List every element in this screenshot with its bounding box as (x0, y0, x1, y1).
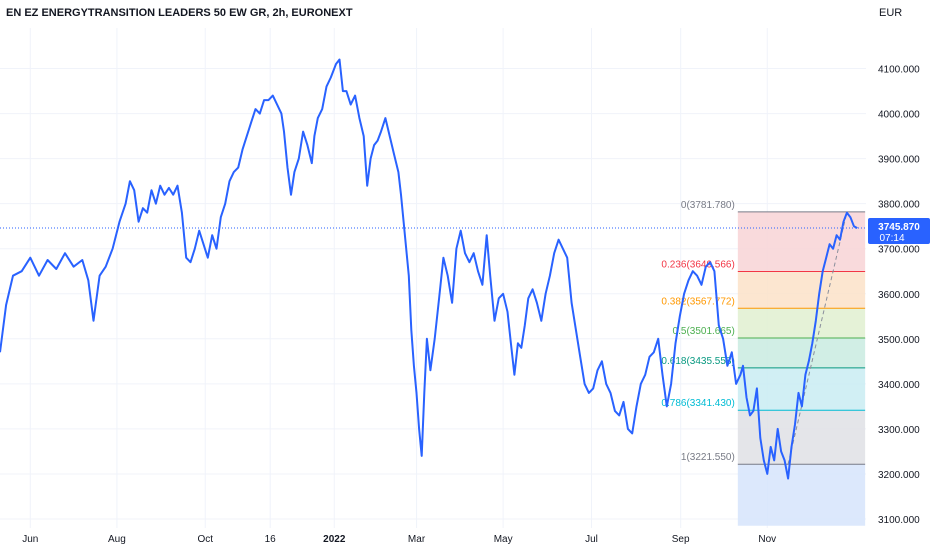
x-tick-label: Aug (108, 534, 126, 545)
fibonacci-zones (737, 211, 866, 526)
y-tick-label: 3900.000 (878, 155, 920, 166)
y-tick-label: 3100.000 (878, 515, 920, 526)
y-tick-label: 4100.000 (878, 65, 920, 76)
fib-level-label: 0.618(3435.558) (661, 356, 734, 367)
chart-title: EN EZ ENERGYTRANSITION LEADERS 50 EW GR,… (6, 7, 353, 19)
price-series-line (0, 58, 858, 480)
last-price-value: 3745.870 (878, 222, 920, 233)
x-tick-label: May (494, 534, 513, 545)
fib-level-label: 1(3221.550) (681, 452, 735, 463)
y-tick-label: 3400.000 (878, 380, 920, 391)
y-tick-label: 3800.000 (878, 200, 920, 211)
fib-zone (737, 271, 866, 309)
y-tick-label: 4000.000 (878, 110, 920, 121)
y-tick-label: 3600.000 (878, 290, 920, 301)
fib-level-label: 0(3781.780) (681, 200, 735, 211)
y-tick-label: 3300.000 (878, 425, 920, 436)
series-lines (0, 58, 858, 480)
x-axis[interactable]: Jun Aug Oct 16 2022 Mar May Jul Sep Nov (22, 534, 776, 545)
y-axis[interactable]: 3100.000 3200.000 3300.000 3400.000 3500.000… (878, 65, 920, 526)
fib-level-label: 0.236(3649.566) (661, 259, 734, 270)
bar-countdown: 07:14 (879, 233, 904, 244)
fib-zone (737, 308, 866, 339)
x-tick-label: Mar (408, 534, 426, 545)
fib-zone (737, 211, 866, 272)
last-price-tag-bg (868, 218, 930, 245)
x-tick-label: Sep (672, 534, 690, 545)
grid (0, 28, 866, 528)
x-tick-label: Nov (758, 534, 776, 545)
fib-level-label: 0.5(3501.665) (673, 326, 735, 337)
last-price-tag: 3745.870 07:14 (868, 218, 930, 245)
y-tick-label: 3200.000 (878, 470, 920, 481)
y-tick-label: 3500.000 (878, 335, 920, 346)
fib-zone (737, 410, 866, 465)
x-tick-label: 16 (265, 534, 277, 545)
fib-trend-line (787, 211, 848, 465)
fib-level-label: 0.786(3341.430) (661, 398, 734, 409)
fibonacci-levels[interactable]: 0(3781.780) 0.236(3649.566) 0.382(3567.772… (661, 200, 866, 465)
fib-zone (737, 464, 866, 526)
fib-level-label: 0.382(3567.772) (661, 296, 734, 307)
x-tick-label: 2022 (323, 534, 346, 545)
fib-zone (737, 338, 866, 368)
x-tick-label: Oct (197, 534, 213, 545)
x-tick-label: Jun (22, 534, 38, 545)
x-tick-label: Jul (585, 534, 598, 545)
y-tick-label: 3700.000 (878, 245, 920, 256)
currency-label: EUR (879, 7, 903, 19)
